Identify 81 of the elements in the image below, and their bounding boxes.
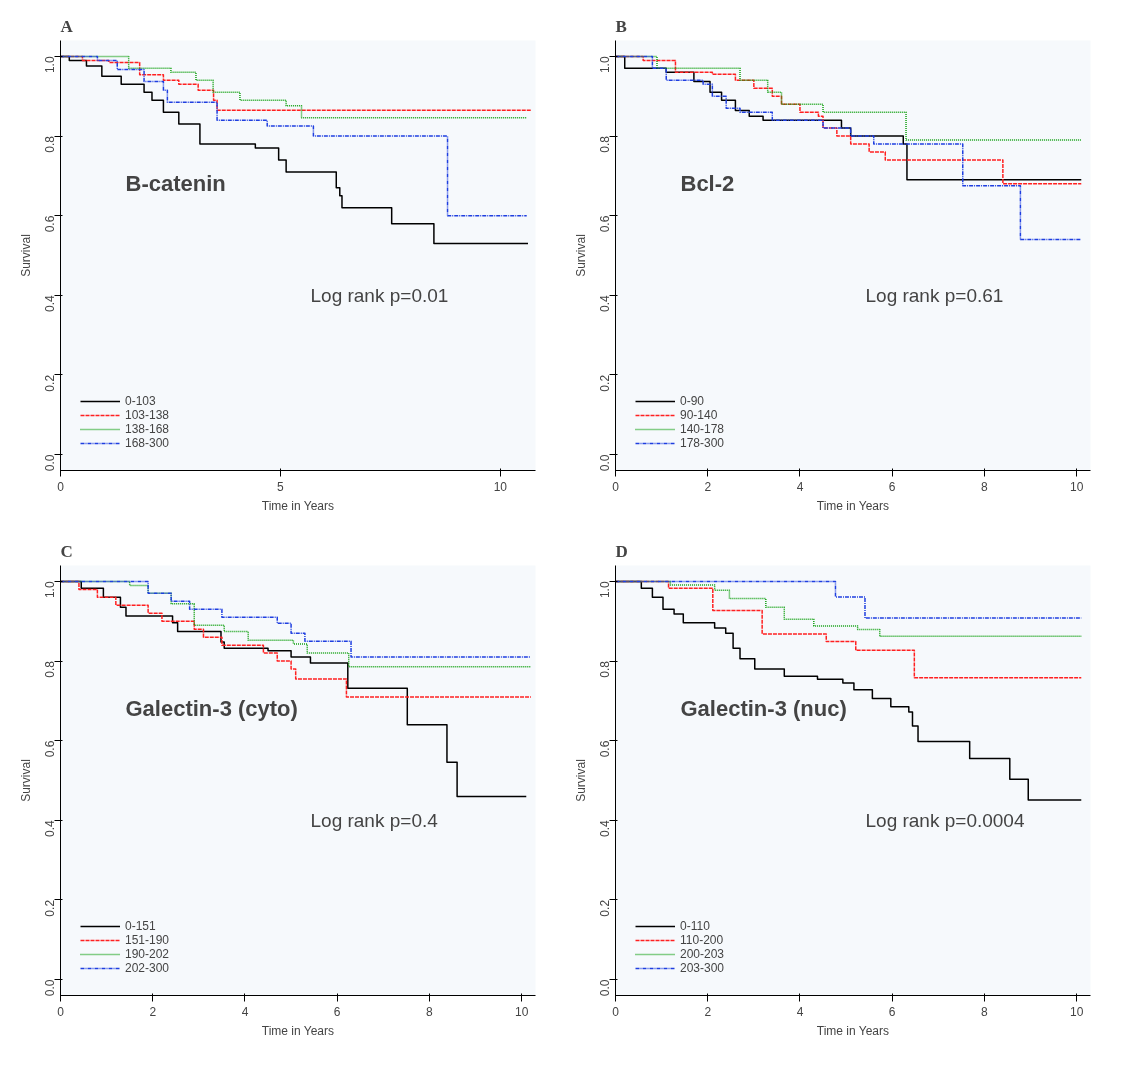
annotation: Log rank p=0.4 (310, 809, 439, 831)
x-tick-label: 4 (796, 1004, 804, 1019)
legend-label: 190-202 (125, 947, 170, 961)
x-tick-label: 10 (514, 1004, 529, 1019)
y-tick-label: 0.6 (43, 740, 57, 758)
chart-title: B (615, 16, 627, 36)
x-tick-label: 0 (612, 479, 620, 494)
y-tick-label: 1.0 (43, 581, 57, 599)
annotation: Log rank p=0.61 (865, 284, 1004, 306)
legend-label: 90-140 (680, 408, 718, 422)
y-tick-label: 0.6 (598, 740, 612, 758)
x-tick-label: 6 (888, 479, 896, 494)
x-tick-label: 6 (333, 1004, 341, 1019)
y-tick-label: 0.0 (598, 979, 612, 997)
x-tick-label: 4 (241, 1004, 249, 1019)
legend-label: 0-110 (680, 919, 710, 933)
x-axis-title: Time in Years (816, 1023, 890, 1038)
chart-title: C (60, 541, 73, 561)
legend-label: 0-103 (125, 394, 156, 408)
y-tick-label: 0.2 (43, 374, 57, 392)
chart-title: D (615, 541, 628, 561)
x-tick-label: 5 (277, 479, 285, 494)
y-tick-label: 0.8 (598, 135, 612, 153)
y-tick-label: 0.4 (598, 294, 612, 312)
y-tick-label: 0.6 (598, 215, 612, 233)
x-tick-label: 2 (149, 1004, 157, 1019)
legend-label: 0-90 (680, 394, 705, 408)
y-axis-title: Survival (573, 234, 588, 277)
legend-label: 138-168 (125, 422, 170, 436)
x-tick-label: 8 (981, 479, 989, 494)
x-tick-label: 0 (57, 479, 65, 494)
annotation: Galectin-3 (cyto) (125, 695, 298, 721)
y-tick-label: 0.0 (43, 979, 57, 997)
legend-label: 203-300 (680, 961, 725, 975)
y-tick-label: 0.8 (43, 135, 57, 153)
x-axis-title: Time in Years (261, 1023, 335, 1038)
y-tick-label: 0.4 (598, 819, 612, 837)
y-axis-title: Survival (573, 759, 588, 802)
y-tick-label: 0.6 (43, 215, 57, 233)
y-tick-label: 0.4 (43, 819, 57, 837)
x-tick-label: 6 (888, 1004, 896, 1019)
y-axis-title: Survival (18, 759, 33, 802)
y-tick-label: 0.4 (43, 294, 57, 312)
legend-label: 151-190 (125, 933, 170, 947)
legend-label: 178-300 (680, 436, 725, 450)
x-tick-label: 0 (57, 1004, 65, 1019)
annotation: B-catenin (125, 170, 226, 196)
legend-label: 168-300 (125, 436, 170, 450)
y-tick-label: 1.0 (598, 581, 612, 599)
x-tick-label: 2 (704, 479, 712, 494)
x-tick-label: 10 (493, 479, 508, 494)
y-tick-label: 0.2 (598, 899, 612, 917)
y-tick-label: 0.2 (43, 899, 57, 917)
x-tick-label: 4 (796, 479, 804, 494)
annotation: Log rank p=0.0004 (865, 809, 1025, 831)
x-tick-label: 10 (1069, 1004, 1084, 1019)
y-tick-label: 0.2 (598, 374, 612, 392)
legend-label: 103-138 (125, 408, 170, 422)
annotation: Galectin-3 (nuc) (680, 695, 847, 721)
legend-label: 200-203 (680, 947, 725, 961)
x-tick-label: 2 (704, 1004, 712, 1019)
y-tick-label: 1.0 (598, 56, 612, 74)
legend-label: 110-200 (680, 933, 724, 947)
legend-label: 0-151 (125, 919, 156, 933)
annotation: Log rank p=0.01 (310, 284, 449, 306)
x-tick-label: 0 (612, 1004, 620, 1019)
annotation: Bcl-2 (680, 170, 735, 196)
y-tick-label: 0.0 (598, 454, 612, 472)
y-tick-label: 1.0 (43, 56, 57, 74)
x-axis-title: Time in Years (261, 498, 335, 513)
x-tick-label: 8 (981, 1004, 989, 1019)
chart-title: A (60, 16, 74, 36)
x-axis-title: Time in Years (816, 498, 890, 513)
legend-label: 140-178 (680, 422, 725, 436)
y-tick-label: 0.8 (598, 660, 612, 678)
y-tick-label: 0.0 (43, 454, 57, 472)
legend-label: 202-300 (125, 961, 170, 975)
x-tick-label: 8 (426, 1004, 434, 1019)
y-axis-title: Survival (18, 234, 33, 277)
y-tick-label: 0.8 (43, 660, 57, 678)
x-tick-label: 10 (1069, 479, 1084, 494)
